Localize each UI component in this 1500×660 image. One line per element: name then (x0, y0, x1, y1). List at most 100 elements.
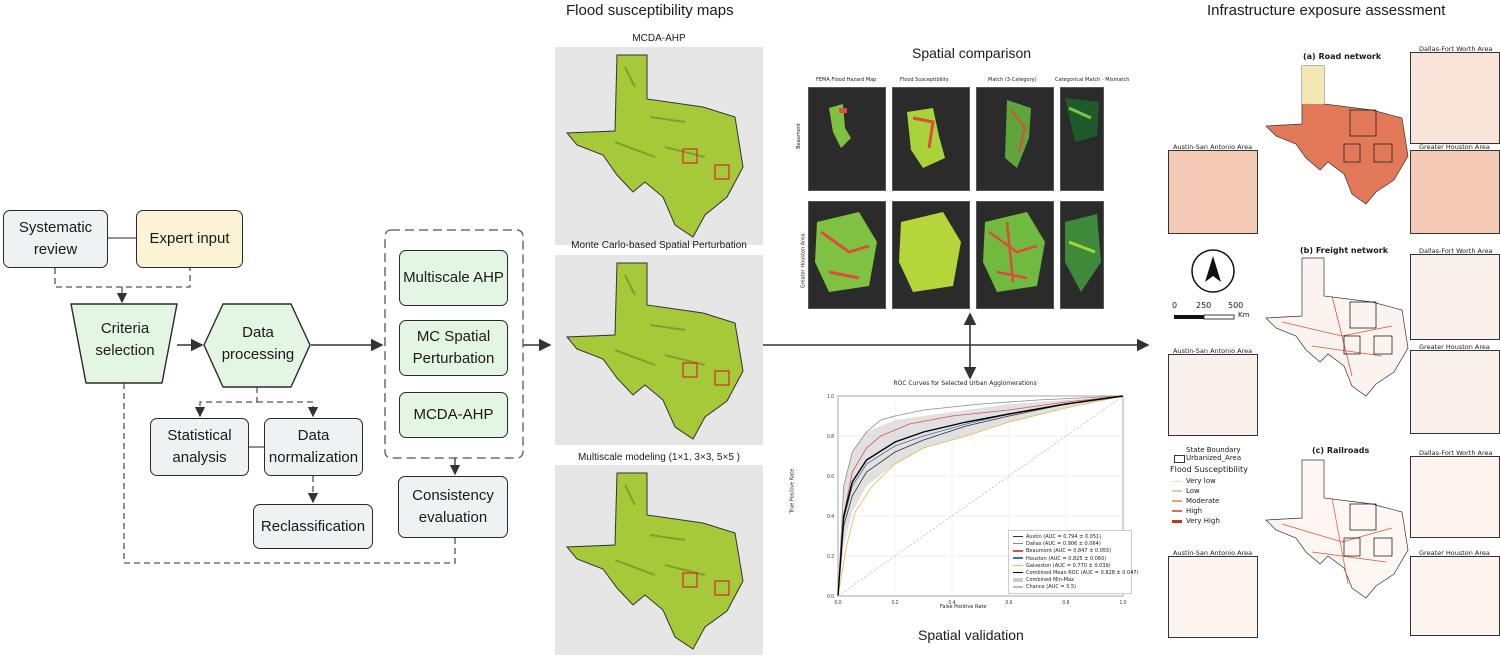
systematic-review-label: Systematic review (18, 219, 93, 258)
rail-houston-label: Greater Houston Area (1419, 549, 1490, 557)
roc-legend-label: Beaumont (AUC = 0.847 ± 0.055) (1026, 548, 1112, 555)
freight-network-title: (b) Freight network (1300, 246, 1389, 255)
roc-legend-swatch (1013, 557, 1023, 559)
comparison-panel (892, 201, 970, 309)
scale-bar (1174, 314, 1235, 320)
freight-austin-inset: Austin-San Antonio Area (1168, 347, 1258, 436)
map-mcda-ahp: MCDA-AHP (555, 33, 763, 245)
freight-dfw-label: Dallas-Fort Worth Area (1419, 247, 1493, 255)
mc-spatial-perturbation-box: MC Spatial Perturbation (399, 320, 508, 376)
data-normalization-label: Data normalization (268, 427, 359, 466)
criteria-selection-shape (70, 303, 178, 384)
rail-houston-inset: Greater Houston Area (1410, 549, 1500, 636)
roc-legend-swatch (1013, 586, 1023, 588)
roc-xtick-label: 0.2 (892, 600, 899, 606)
roc-ytick-label: 0.2 (827, 554, 834, 560)
data-processing-shape (203, 303, 311, 388)
road-dfw-inset: Dallas-Fort Worth Area (1410, 45, 1500, 144)
rail-austin-inset: Austin-San Antonio Area (1168, 549, 1258, 638)
roc-series-line (837, 395, 1124, 597)
roc-ytick-label: 0.6 (827, 474, 834, 480)
rail-dfw-label: Dallas-Fort Worth Area (1419, 449, 1493, 457)
comparison-row-label: Greater Houston Area (800, 233, 807, 289)
roc-legend-swatch (1013, 564, 1023, 567)
scale-label-2: 500 (1228, 301, 1244, 310)
roc-legend-label: Houston (AUC = 0.825 ± 0.060) (1026, 555, 1107, 562)
comparison-panel (808, 87, 886, 191)
consistency-evaluation-label: Consistency evaluation (412, 487, 494, 526)
consistency-evaluation-box: Consistency evaluation (398, 476, 508, 538)
legend-class-row: Low (1172, 487, 1200, 495)
comparison-panel (976, 201, 1054, 309)
legend-urbanized-area: Urbanized_Area (1186, 454, 1242, 462)
roc-legend-label: Chance (AUC = 0.5) (1026, 584, 1077, 591)
criteria-selection-label: Criteria selection (95, 320, 155, 359)
freight-houston-label: Greater Houston Area (1419, 343, 1490, 351)
road-austin-inset: Austin-San Antonio Area (1168, 143, 1258, 234)
comparison-col-title: Match (3-Category) (988, 77, 1037, 83)
comparison-panel (1060, 87, 1104, 191)
roc-legend-swatch (1013, 550, 1023, 552)
north-arrow-icon (1191, 249, 1235, 293)
mc-spatial-perturbation-label: MC Spatial Perturbation (412, 328, 495, 367)
legend-class-swatch (1172, 490, 1182, 492)
multiscale-ahp-label: Multiscale AHP (403, 269, 504, 286)
roc-ytick-label: 0.4 (827, 514, 834, 520)
legend-state-boundary: State Boundary (1186, 446, 1241, 454)
texas-map-icon (565, 472, 744, 650)
legend-class-row: Very High (1172, 517, 1220, 525)
comparison-panel (808, 201, 886, 309)
roc-xtick-label: 0.8 (1063, 600, 1070, 606)
mcda-ahp-box: MCDA-AHP (399, 392, 508, 438)
roc-legend-swatch (1013, 571, 1023, 574)
roc-legend-entry: Beaumont (AUC = 0.847 ± 0.055) (1013, 548, 1111, 555)
legend-class-swatch (1172, 519, 1182, 523)
expert-input-box: Expert input (136, 210, 243, 268)
roc-legend-entry: Galveston (AUC = 0.770 ± 0.039) (1013, 563, 1111, 570)
expert-input-label: Expert input (149, 230, 230, 247)
legend-class-label: Low (1186, 487, 1200, 495)
reclassification-box: Reclassification (253, 504, 373, 549)
comparison-grid: FEMA Flood Hazard Map Flood Susceptibili… (796, 73, 1129, 311)
mcda-ahp-label: MCDA-AHP (413, 406, 494, 423)
statistical-analysis-box: Statistical analysis (150, 418, 249, 476)
roc-legend-entry: Chance (AUC = 0.5) (1013, 584, 1076, 591)
freight-network-map (1265, 257, 1409, 397)
roc-legend-entry: Austin (AUC = 0.794 ± 0.051) (1013, 534, 1101, 541)
roc-series-line (837, 395, 1124, 597)
freight-dfw-inset: Dallas-Fort Worth Area (1410, 247, 1500, 340)
roc-legend-entry: Dallas (AUC = 0.906 ± 0.064) (1013, 541, 1101, 548)
map-mcda-ahp-title: MCDA-AHP (632, 33, 686, 44)
systematic-review-box: Systematic review (3, 210, 108, 268)
road-dfw-label: Dallas-Fort Worth Area (1419, 45, 1493, 53)
roc-legend-swatch (1013, 542, 1023, 545)
texas-map-icon (565, 262, 744, 440)
roc-legend-swatch (1013, 577, 1023, 582)
road-houston-inset: Greater Houston Area (1410, 143, 1500, 234)
texas-map-icon (565, 54, 744, 238)
exposure-section-title: Infrastructure exposure assessment (1207, 2, 1446, 19)
legend-class-row: Moderate (1172, 497, 1219, 505)
comparison-title: Spatial comparison (912, 45, 1032, 61)
map-multiscale: Multiscale modeling (1×1, 3×3, 5×5 ) (555, 452, 763, 655)
roc-legend-label: Dallas (AUC = 0.906 ± 0.064) (1026, 541, 1101, 548)
map-multiscale-title: Multiscale modeling (1×1, 3×3, 5×5 ) (577, 452, 741, 463)
road-network-map (1265, 65, 1409, 205)
roc-xtick-label: 0.4 (949, 600, 956, 606)
legend-title: Flood Susceptibility (1170, 465, 1248, 474)
comparison-col-title: FEMA Flood Hazard Map (816, 77, 877, 83)
validation-title: Spatial validation (918, 627, 1024, 643)
scale-unit: Km (1238, 311, 1250, 319)
rail-austin-label: Austin-San Antonio Area (1173, 549, 1253, 557)
comparison-col-title: Categorical Match - Mismatch (1055, 77, 1130, 83)
freight-houston-inset: Greater Houston Area (1410, 343, 1500, 434)
roc-xtick-label: 0.0 (835, 600, 842, 606)
urbanized-area-swatch (1174, 455, 1185, 463)
legend-class-label: Very low (1186, 477, 1216, 485)
roc-series-line (837, 395, 1124, 597)
roc-chart: ROC Curves for Selected Urban Agglomerat… (789, 378, 1140, 614)
susceptibility-section-title: Flood susceptibility maps (566, 2, 734, 19)
legend-class-label: High (1186, 507, 1203, 515)
roc-legend-label: Galveston (AUC = 0.770 ± 0.039) (1026, 562, 1111, 569)
